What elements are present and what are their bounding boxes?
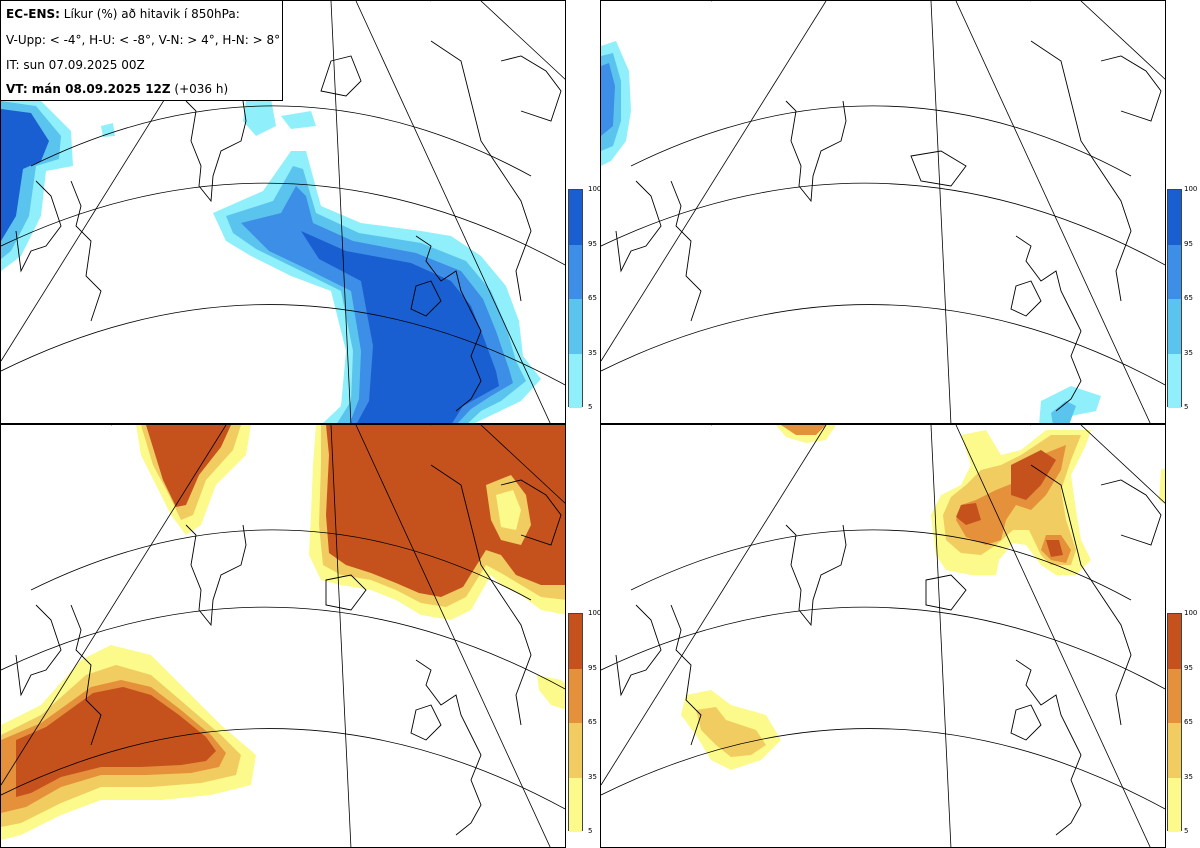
map-panel-warm-moderate <box>0 424 566 848</box>
tick-label: 100 <box>1184 185 1198 193</box>
map-panel-warm-strong <box>600 424 1166 848</box>
chart-title: Líkur (%) að hitavik í 850hPa: <box>59 7 240 21</box>
info-box: EC-ENS: Líkur (%) að hitavik í 850hPa: V… <box>1 1 283 101</box>
colorbar-segment <box>569 723 582 778</box>
colorbar-segment <box>1168 190 1181 245</box>
tick-label: 5 <box>588 403 593 411</box>
probability-field <box>1 96 541 423</box>
tick-label: 95 <box>1184 240 1193 248</box>
probability-map <box>1 1 565 423</box>
tick-label: 5 <box>1184 403 1189 411</box>
colorbar-cold <box>568 189 583 408</box>
probability-map <box>601 425 1165 847</box>
tick-label: 35 <box>588 773 597 781</box>
grid-lines <box>1 425 565 847</box>
tick-label: 5 <box>1184 827 1189 835</box>
colorbar-segment <box>1168 614 1181 669</box>
colorbar-segment <box>1168 723 1181 778</box>
grid-lines <box>601 425 1165 847</box>
tick-label: 100 <box>588 609 602 617</box>
colorbar-segment <box>569 299 582 354</box>
colorbar-segment <box>1168 778 1181 832</box>
colorbar-segment <box>569 778 582 832</box>
colorbar-segment <box>1168 669 1181 723</box>
colorbar-segment <box>569 245 582 299</box>
grid-lines <box>1 1 565 423</box>
map-panel-cold-moderate: EC-ENS: Líkur (%) að hitavik í 850hPa: V… <box>0 0 566 424</box>
coastlines <box>15 40 562 412</box>
colorbar-segment <box>569 614 582 669</box>
tick-label: 95 <box>588 664 597 672</box>
valid-time-line: VT: mán 08.09.2025 12Z (+036 h) <box>6 82 228 96</box>
tick-label: 65 <box>588 294 597 302</box>
colorbar-segment <box>1168 299 1181 354</box>
colorbar-warm <box>1167 613 1182 832</box>
tick-label: 65 <box>1184 718 1193 726</box>
colorbar-cold <box>1167 189 1182 408</box>
coastlines <box>615 40 1162 412</box>
tick-label: 100 <box>1184 609 1198 617</box>
tick-label: 35 <box>1184 349 1193 357</box>
issue-time: IT: sun 07.09.2025 00Z <box>6 58 145 72</box>
tick-label: 95 <box>588 240 597 248</box>
tick-label: 65 <box>588 718 597 726</box>
colorbar-segment <box>1168 354 1181 408</box>
valid-time: VT: mán 08.09.2025 12Z <box>6 82 171 96</box>
probability-field <box>1 425 565 840</box>
colorbar-segment <box>1168 245 1181 299</box>
colorbar-segment <box>569 190 582 245</box>
probability-map <box>601 1 1165 423</box>
map-panel-cold-strong <box>600 0 1166 424</box>
tick-label: 35 <box>1184 773 1193 781</box>
tick-label: 100 <box>588 185 602 193</box>
category-thresholds: V-Upp: < -4°, H-U: < -8°, V-N: > 4°, H-N… <box>6 33 281 47</box>
colorbar-segment <box>569 669 582 723</box>
tick-label: 5 <box>588 827 593 835</box>
tick-label: 95 <box>1184 664 1193 672</box>
model-name: EC-ENS: <box>6 7 60 21</box>
tick-label: 35 <box>588 349 597 357</box>
model-title-line: EC-ENS: Líkur (%) að hitavik í 850hPa: <box>6 7 240 21</box>
probability-map <box>1 425 565 847</box>
colorbar-warm <box>568 613 583 832</box>
probability-field <box>601 41 1101 423</box>
tick-label: 65 <box>1184 294 1193 302</box>
coastlines <box>615 464 1162 836</box>
coastlines <box>15 464 562 836</box>
colorbar-segment <box>569 354 582 408</box>
probability-field <box>681 425 1165 770</box>
grid-lines <box>601 1 1165 423</box>
lead-time: (+036 h) <box>170 82 229 96</box>
